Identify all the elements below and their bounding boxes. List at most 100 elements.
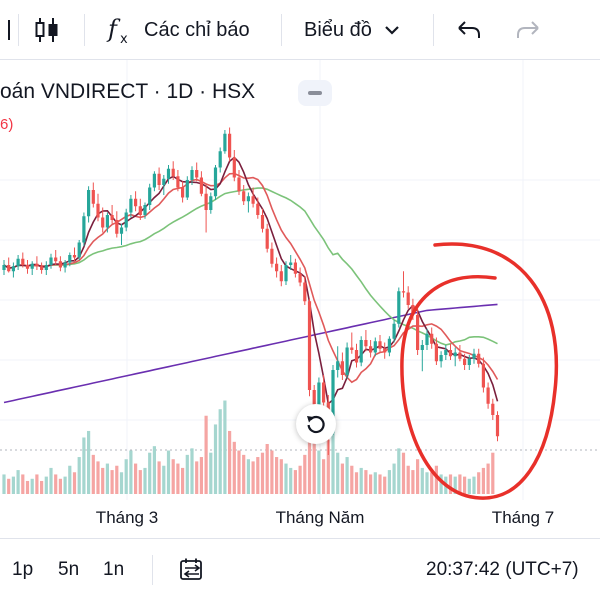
volume-bar (162, 465, 166, 494)
candle-body (143, 205, 147, 215)
volume-bar (279, 459, 283, 494)
candle-body (129, 198, 133, 213)
candle-body (148, 187, 152, 205)
undo-button[interactable] (456, 0, 482, 60)
svg-text:f: f (106, 15, 121, 43)
volume-bar (326, 439, 330, 494)
candle-body (383, 348, 387, 353)
volume-bar (392, 463, 396, 494)
candle-body (218, 151, 222, 168)
volume-bar (284, 463, 288, 494)
interval-1n-button[interactable]: 1n (103, 559, 125, 580)
volume-bar (171, 459, 175, 494)
price-chart[interactable] (0, 60, 600, 538)
volume-bar (40, 480, 44, 494)
candle-body (270, 248, 274, 264)
volume-bar (322, 459, 326, 494)
volume-bar (195, 461, 199, 494)
candle-body (91, 190, 95, 204)
volume-bar (430, 472, 434, 494)
x-tick-label: Tháng 3 (95, 508, 159, 527)
symbol-legend-title: oán VNDIRECT · 1D · HSX (0, 80, 256, 103)
volume-bar (317, 450, 321, 494)
candle-body (458, 352, 462, 359)
candle-body (2, 265, 6, 270)
toolbar-partial-edge (0, 0, 10, 60)
candle-body (463, 358, 467, 365)
candle-body (416, 315, 420, 350)
volume-bar (199, 457, 203, 494)
candle-body (96, 203, 100, 218)
compare-button[interactable] (178, 539, 206, 601)
volume-bar (411, 470, 415, 494)
volume-bar (477, 472, 481, 494)
candle-body (481, 363, 485, 388)
ma-fast-line (3, 156, 499, 406)
legend-collapse-button[interactable] (298, 80, 332, 106)
candle-body (195, 170, 199, 178)
candle-body (185, 180, 189, 198)
candle-body (406, 292, 410, 305)
volume-bar (157, 461, 161, 494)
volume-bar (21, 474, 25, 494)
candle-body (453, 352, 457, 357)
volume-bar (237, 450, 241, 494)
chart-type-label: Biểu đồ (304, 18, 372, 41)
candle-body (486, 387, 490, 404)
candle-body (373, 341, 377, 353)
candle-body (265, 228, 269, 249)
volume-bar (124, 459, 128, 494)
candle-body (444, 350, 448, 355)
volume-bar (68, 465, 72, 494)
volume-bar (204, 415, 208, 494)
volume-bar (87, 430, 91, 494)
ma-long-line (3, 303, 498, 404)
ma-slow-line (3, 187, 498, 346)
volume-bar (270, 450, 274, 494)
interval-5n-button[interactable]: 5n (58, 559, 80, 580)
volume-bar (209, 452, 213, 494)
candle-body (223, 133, 227, 152)
reset-icon (307, 415, 325, 434)
toolbar-divider (18, 14, 19, 46)
candle-body (279, 271, 283, 282)
interval-1p-button[interactable]: 1p (12, 559, 34, 580)
chevron-down-icon (385, 26, 399, 35)
chart-style-button[interactable] (34, 0, 60, 60)
candle-body (134, 198, 138, 207)
candle-body (397, 291, 401, 324)
timezone-clock[interactable]: 20:37:42 (UTC+7) (426, 559, 579, 580)
indicators-button[interactable]: f x Các chỉ báo (106, 0, 250, 60)
volume-bar (181, 467, 185, 494)
candle-body (54, 257, 58, 262)
candle-body (354, 350, 359, 363)
candle-body (68, 255, 72, 263)
candle-body (472, 353, 476, 359)
candle-body (336, 361, 340, 370)
volume-bar (293, 470, 297, 494)
candle-body (30, 263, 34, 269)
candle-body (448, 350, 453, 357)
candle-body (345, 347, 349, 375)
chart-type-dropdown[interactable]: Biểu đồ (304, 0, 400, 60)
volume-bar (359, 467, 363, 494)
candles-icon (35, 18, 58, 42)
legend-change-value: 6) (0, 116, 14, 133)
volume-bar (49, 467, 53, 494)
volume-bar (232, 441, 236, 494)
volume-bar (401, 452, 406, 494)
candle-body (101, 217, 105, 228)
volume-bar (54, 474, 58, 494)
candle-body (152, 173, 156, 188)
volume-bar (364, 470, 368, 494)
reset-chart-button[interactable] (296, 404, 336, 444)
redo-button[interactable] (515, 0, 541, 60)
volume-bar (152, 446, 156, 494)
compare-arrows-icon (180, 558, 202, 580)
volume-bar (378, 474, 382, 494)
volume-bar (373, 472, 377, 494)
candle-body (232, 157, 236, 178)
volume-bar (448, 474, 453, 494)
volume-bar (25, 480, 30, 494)
chart-area[interactable] (0, 60, 600, 538)
